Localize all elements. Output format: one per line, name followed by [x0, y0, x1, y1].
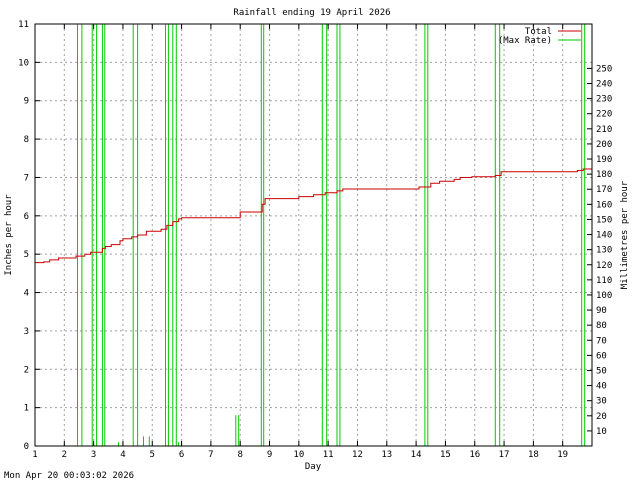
- x-tick-label: 2: [62, 450, 67, 460]
- y2-tick-label: 130: [596, 246, 612, 256]
- y2-tick-label: 20: [596, 412, 607, 422]
- x-tick-label: 19: [557, 450, 568, 460]
- y2-tick-label: 120: [596, 261, 612, 271]
- y-tick-label: 11: [18, 20, 29, 30]
- x-tick-label: 12: [352, 450, 363, 460]
- y2-tick-label: 150: [596, 215, 612, 225]
- y2-tick-label: 220: [596, 110, 612, 120]
- series-max-rate: [77, 24, 586, 446]
- y-tick-label: 7: [24, 173, 29, 183]
- grid-lines: [35, 24, 592, 446]
- y-tick-label: 1: [24, 404, 29, 414]
- y2-tick-label: 210: [596, 125, 612, 135]
- x-tick-label: 18: [528, 450, 539, 460]
- y2-tick-label: 190: [596, 155, 612, 165]
- y-tick-label: 4: [24, 289, 29, 299]
- y2-tick-label: 230: [596, 95, 612, 105]
- y2-tick-label: 250: [596, 64, 612, 74]
- y2-axis-label: Millimetres per hour: [620, 180, 630, 289]
- y2-tick-label: 40: [596, 382, 607, 392]
- x-tick-label: 9: [267, 450, 272, 460]
- axis-tick-labels: 1 2 3 4 5 6 7 8 9 10 11 12 13 14 15 16 17 18 1901234567891…: [18, 20, 612, 460]
- y2-tick-label: 90: [596, 306, 607, 316]
- x-tick-label: 13: [381, 450, 392, 460]
- y2-tick-label: 110: [596, 276, 612, 286]
- x-axis-label: Day: [305, 462, 322, 472]
- y-tick-label: 8: [24, 135, 29, 145]
- y-tick-label: 5: [24, 250, 29, 260]
- y2-tick-label: 10: [596, 427, 607, 437]
- y2-tick-label: 50: [596, 366, 607, 376]
- x-tick-label: 10: [293, 450, 304, 460]
- y2-tick-label: 100: [596, 291, 612, 301]
- x-tick-label: 14: [411, 450, 422, 460]
- y2-tick-label: 240: [596, 80, 612, 90]
- timestamp: Mon Apr 20 00:03:02 2026: [4, 471, 134, 480]
- chart-title: Rainfall ending 19 April 2026: [233, 8, 390, 18]
- series-total: [35, 167, 593, 264]
- x-tick-label: 15: [440, 450, 451, 460]
- y-tick-label: 6: [24, 212, 29, 222]
- y-tick-label: 9: [24, 97, 29, 107]
- legend: Total (Max Rate): [498, 27, 581, 46]
- x-tick-label: 5: [150, 450, 155, 460]
- x-tick-label: 1: [32, 450, 37, 460]
- x-tick-label: 8: [237, 450, 242, 460]
- y2-tick-label: 60: [596, 351, 607, 361]
- legend-label-total: Total: [525, 27, 552, 37]
- x-tick-label: 3: [91, 450, 96, 460]
- y-axis-label: Inches per hour: [4, 194, 14, 276]
- y2-tick-label: 30: [596, 397, 607, 407]
- x-tick-label: 6: [179, 450, 184, 460]
- y-tick-label: 3: [24, 327, 29, 337]
- y-tick-label: 0: [24, 442, 29, 452]
- y2-tick-label: 160: [596, 200, 612, 210]
- y2-tick-label: 170: [596, 185, 612, 195]
- x-tick-label: 11: [323, 450, 334, 460]
- y2-tick-label: 140: [596, 231, 612, 241]
- axis-ticks: [34, 23, 592, 447]
- plot-frame: [34, 23, 593, 447]
- x-tick-label: 4: [120, 450, 125, 460]
- x-tick-label: 16: [469, 450, 480, 460]
- x-tick-label: 7: [208, 450, 213, 460]
- y-tick-label: 2: [24, 365, 29, 375]
- y2-tick-label: 70: [596, 336, 607, 346]
- series-lines: [35, 24, 593, 446]
- legend-label-max-rate: (Max Rate): [498, 36, 552, 46]
- y2-tick-label: 80: [596, 321, 607, 331]
- y-tick-label: 10: [18, 58, 29, 68]
- y2-tick-label: 180: [596, 170, 612, 180]
- x-tick-label: 17: [499, 450, 510, 460]
- y2-tick-label: 200: [596, 140, 612, 150]
